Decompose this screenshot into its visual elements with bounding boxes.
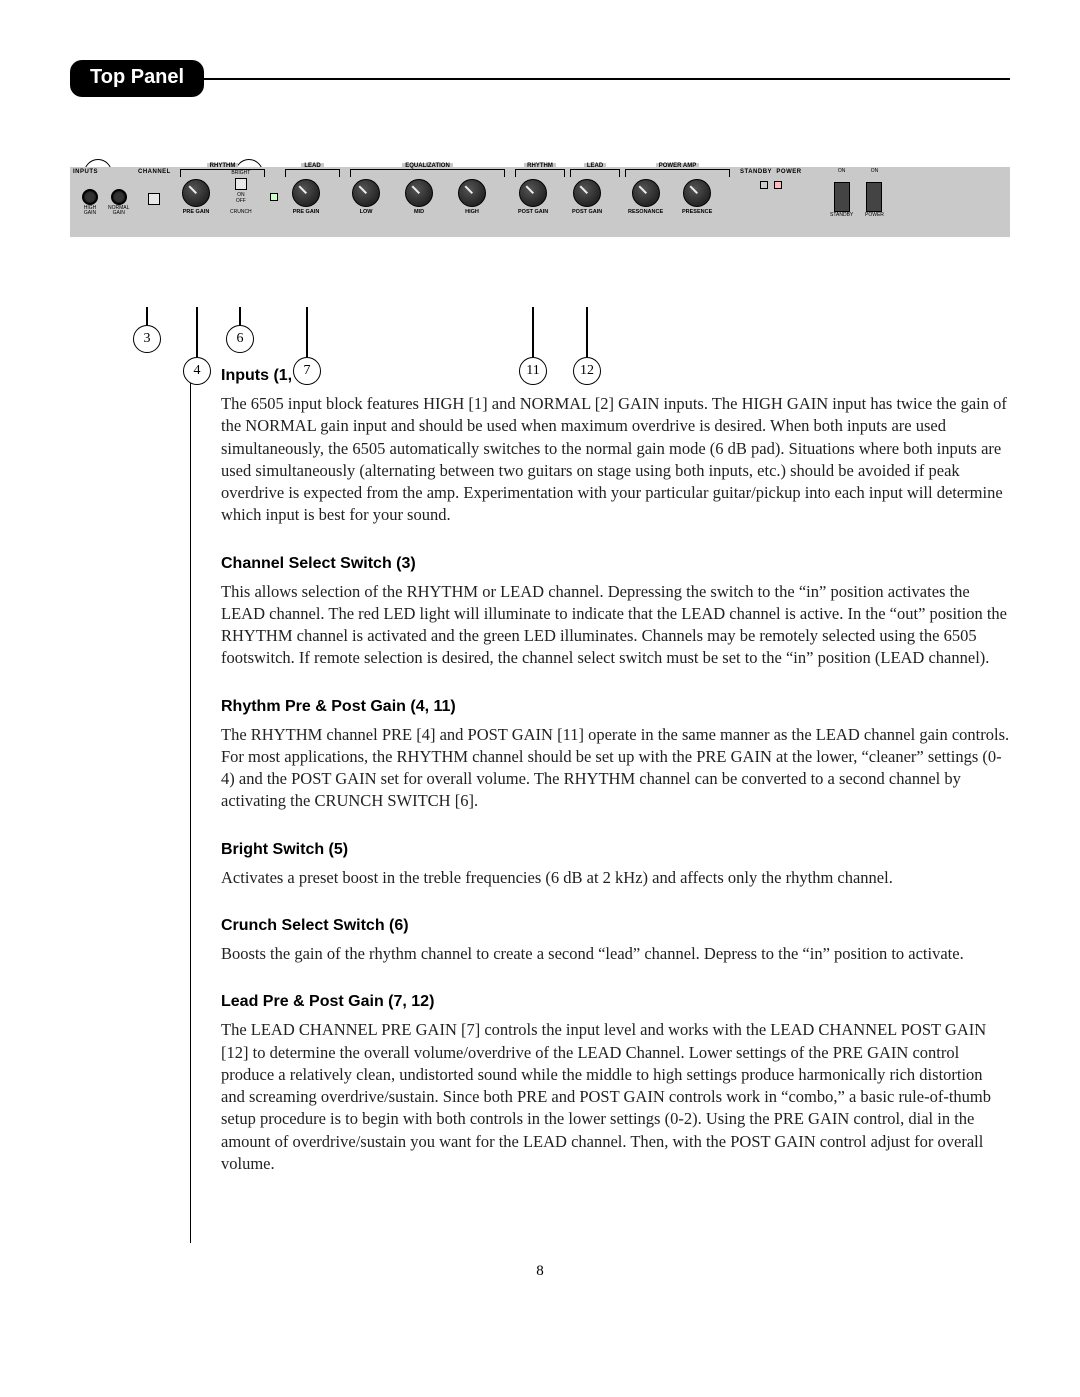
input-high-gain: HIGH GAIN [82,167,98,237]
label-on-power: ON [871,169,879,174]
section-body: The LEAD CHANNEL PRE GAIN [7] controls t… [221,1019,1010,1175]
callout-line [146,307,148,325]
bright-switch[interactable] [235,178,247,190]
switch-standby[interactable] [834,182,850,212]
section-inputs: Inputs (1, 2) The 6505 input block featu… [221,367,1010,527]
label-post-gain: POST GAIN [518,209,548,215]
led-standby [760,181,768,189]
section-channel-select: Channel Select Switch (3) This allows se… [221,555,1010,670]
top-panel-diagram: 1 2 5 RHYTHM LEAD EQUALIZATION RHYTHM LE… [70,167,1010,337]
label-high-gain: HIGH GAIN [84,206,97,216]
label-post-gain-lead: POST GAIN [572,209,602,215]
knob-rhythm-pre-gain[interactable] [182,179,210,207]
section-bright: Bright Switch (5) Activates a preset boo… [221,841,1010,889]
standby-switch: ON STANDBY [830,167,853,237]
section-heading: Inputs (1, 2) [221,367,1010,385]
label-standby-sw: STANDBY [830,213,853,218]
eq-mid: MID [405,167,433,237]
eq-low: LOW [352,167,380,237]
section-lead-gain: Lead Pre & Post Gain (7, 12) The LEAD CH… [221,993,1010,1175]
label-on-standby: ON [838,169,846,174]
label-channel: CHANNEL [138,169,171,177]
lead-post-gain: POST GAIN [572,167,602,237]
callout-11: 11 [519,307,547,385]
label-low: LOW [360,209,373,215]
knob-low[interactable] [352,179,380,207]
section-heading: Crunch Select Switch (6) [221,917,1010,935]
callout-line [196,307,198,357]
channel-select-button[interactable] [148,193,160,205]
label-power-sw: POWER [865,213,884,218]
label-bright: BRIGHT [231,171,250,176]
jack-high-gain[interactable] [82,189,98,205]
label-standby: STANDBY [740,169,772,175]
eq-high: HIGH [458,167,486,237]
switch-power[interactable] [866,182,882,212]
label-resonance: RESONANCE [628,209,663,215]
rhythm-pre-gain: PRE GAIN [182,167,210,237]
standby-power-leds: STANDBY POWER [740,167,802,237]
callout-12: 12 [573,307,601,385]
callout-line [532,307,534,357]
section-heading: Rhythm Pre & Post Gain (4, 11) [221,698,1010,716]
knob-resonance[interactable] [632,179,660,207]
section-body: Boosts the gain of the rhythm channel to… [221,943,1010,965]
label-pre-gain: PRE GAIN [183,209,210,215]
power-switch: ON POWER [865,167,884,237]
callout-line [306,307,308,357]
callout-4: 4 [183,307,211,385]
callout-7: 7 [293,307,321,385]
input-normal-gain: NORMAL GAIN [108,167,129,237]
section-body: The RHYTHM channel PRE [4] and POST GAIN… [221,724,1010,813]
jack-normal-gain[interactable] [111,189,127,205]
label-presence: PRESENCE [682,209,712,215]
label-off: OFF [236,199,246,204]
section-rhythm-gain: Rhythm Pre & Post Gain (4, 11) The RHYTH… [221,698,1010,813]
knob-lead-pre-gain[interactable] [292,179,320,207]
label-pre-gain-lead: PRE GAIN [293,209,320,215]
section-crunch: Crunch Select Switch (6) Boosts the gain… [221,917,1010,965]
label-power: POWER [776,169,801,175]
section-header-badge: Top Panel [70,60,204,97]
callout-line [586,307,588,357]
label-mid: MID [414,209,424,215]
callout-bubble: 12 [573,357,601,385]
section-header-rule [204,78,1010,80]
manual-body: Inputs (1, 2) The 6505 input block featu… [190,367,1010,1243]
led-group [270,167,278,237]
callout-bubble: 3 [133,325,161,353]
section-heading: Channel Select Switch (3) [221,555,1010,573]
knob-presence[interactable] [683,179,711,207]
knob-rhythm-post[interactable] [519,179,547,207]
section-body: The 6505 input block features HIGH [1] a… [221,393,1010,527]
amp-panel: RHYTHM LEAD EQUALIZATION RHYTHM LEAD POW… [70,167,1010,237]
page-number: 8 [70,1263,1010,1280]
resonance: RESONANCE [628,167,663,237]
callout-bubble: 11 [519,357,547,385]
knob-lead-post[interactable] [573,179,601,207]
label-normal-gain: NORMAL GAIN [108,206,129,216]
lead-pre-gain: PRE GAIN [292,167,320,237]
callout-6: 6 [226,307,254,353]
led-rhythm [270,193,278,201]
channel-select: CHANNEL [138,167,171,237]
section-heading: Bright Switch (5) [221,841,1010,859]
knob-mid[interactable] [405,179,433,207]
label-crunch: CRUNCH [230,210,252,215]
callout-line [239,307,241,325]
callout-bubble: 7 [293,357,321,385]
presence: PRESENCE [682,167,712,237]
led-power [774,181,782,189]
section-body: This allows selection of the RHYTHM or L… [221,581,1010,670]
section-body: Activates a preset boost in the treble f… [221,867,1010,889]
rhythm-post-gain: POST GAIN [518,167,548,237]
bright-crunch: BRIGHT ON OFF CRUNCH [230,167,252,237]
section-heading: Lead Pre & Post Gain (7, 12) [221,993,1010,1011]
label-high: HIGH [465,209,479,215]
callout-bubble: 6 [226,325,254,353]
callout-3: 3 [133,307,161,353]
section-header-row: Top Panel [70,60,1010,97]
callout-bubble: 4 [183,357,211,385]
knob-high[interactable] [458,179,486,207]
